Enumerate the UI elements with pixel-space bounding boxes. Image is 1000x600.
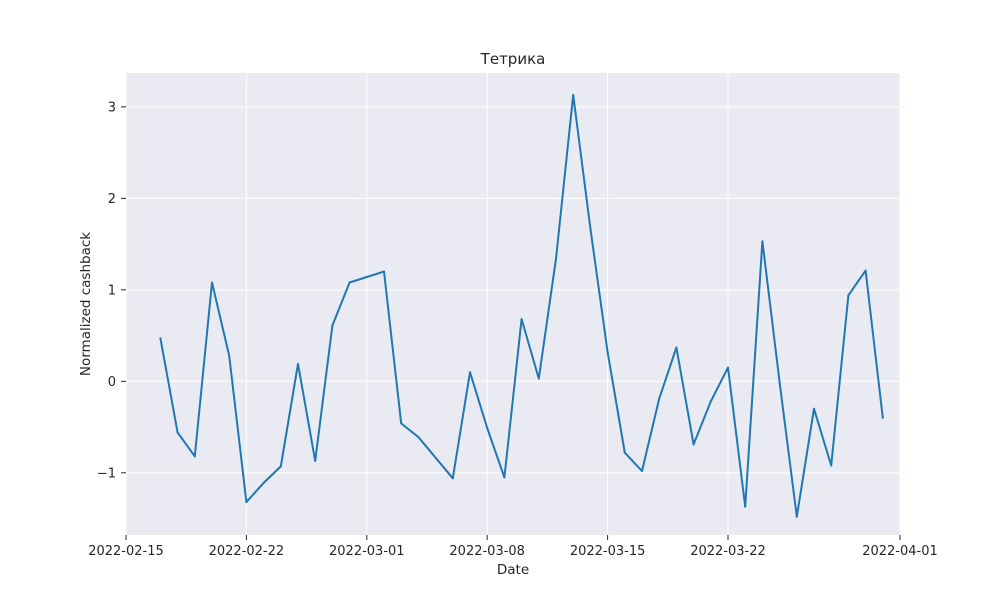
data-point <box>658 397 661 400</box>
x-tick-label: 2022-03-08 <box>449 544 525 559</box>
data-point <box>228 354 231 357</box>
data-point <box>692 443 695 446</box>
data-point <box>400 422 403 425</box>
x-tick-label: 2022-03-22 <box>690 544 766 559</box>
x-axis-label: Date <box>497 562 529 578</box>
data-point <box>417 436 420 439</box>
data-point <box>159 337 162 340</box>
data-point <box>176 431 179 434</box>
data-point <box>262 481 265 484</box>
data-point <box>847 294 850 297</box>
data-point <box>245 501 248 504</box>
y-tick-label: −1 <box>97 466 116 481</box>
series-layer <box>159 93 884 518</box>
data-point <box>348 281 351 284</box>
y-tick-label: 0 <box>108 375 116 390</box>
data-point <box>555 257 557 260</box>
data-point <box>572 93 575 96</box>
data-point <box>675 346 678 349</box>
data-point <box>211 281 213 284</box>
y-axis-label: Normalized cashback <box>78 232 94 376</box>
data-point <box>537 377 540 380</box>
data-point <box>331 324 334 327</box>
data-point <box>383 270 385 273</box>
x-tick-label: 2022-03-01 <box>329 544 405 559</box>
data-point <box>469 371 471 374</box>
chart-title: Тетрика <box>480 50 546 68</box>
data-point <box>503 476 506 479</box>
x-tick-label: 2022-02-22 <box>209 544 285 559</box>
y-axis-ticks: −1 0 1 2 3 <box>97 100 126 481</box>
data-point <box>486 426 489 429</box>
data-point <box>744 505 747 508</box>
data-point <box>761 240 764 243</box>
data-point <box>314 459 317 462</box>
data-point <box>641 469 643 472</box>
grid-lines <box>125 73 901 535</box>
x-axis-ticks: 2022-02-15 2022-02-22 2022-03-01 2022-03-08… <box>88 535 938 559</box>
data-point <box>279 465 282 468</box>
x-tick-label: 2022-03-15 <box>570 544 646 559</box>
x-tick-label: 2022-04-01 <box>862 544 938 559</box>
data-point <box>193 455 196 458</box>
data-point <box>864 269 867 272</box>
data-point <box>623 451 626 454</box>
data-point <box>589 227 592 230</box>
series-line <box>159 94 884 518</box>
data-point <box>881 416 884 419</box>
data-point <box>830 464 833 467</box>
data-point <box>297 362 299 365</box>
data-point <box>727 366 729 369</box>
data-point <box>520 318 523 321</box>
data-point <box>795 515 798 518</box>
data-point <box>778 381 781 384</box>
y-tick-label: 2 <box>108 192 116 207</box>
y-tick-label: 1 <box>108 283 116 298</box>
x-tick-label: 2022-02-15 <box>88 544 164 559</box>
data-point <box>451 477 454 480</box>
data-point <box>606 351 609 354</box>
data-point <box>813 407 815 410</box>
data-point <box>709 400 712 403</box>
data-point <box>365 276 368 279</box>
y-tick-label: 3 <box>108 100 116 115</box>
